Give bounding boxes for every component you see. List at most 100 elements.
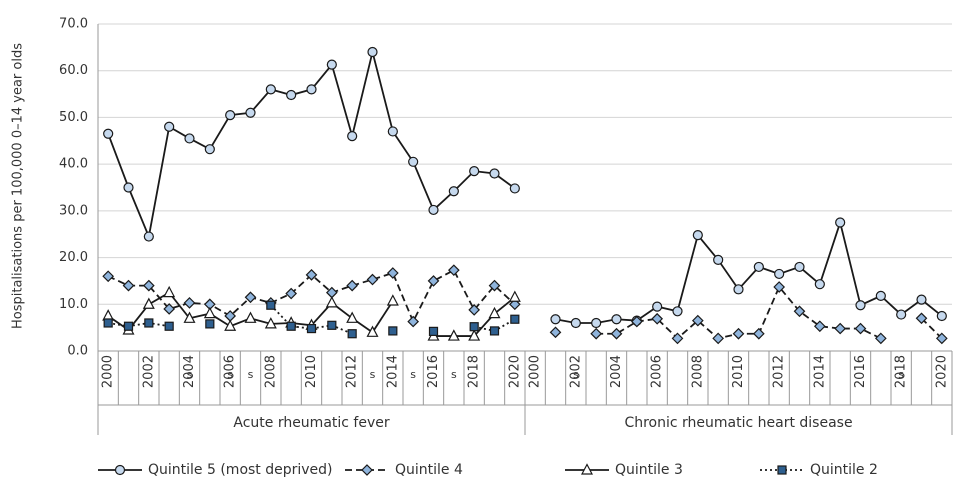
legend-label: Quintile 5 (most deprived)	[148, 462, 333, 478]
x-tick-label: 2004	[182, 355, 197, 388]
data-point	[144, 318, 154, 328]
data-point	[935, 332, 948, 345]
y-tick-label: 60.0	[59, 63, 88, 78]
data-point	[712, 332, 725, 345]
suppressed-note: s	[187, 368, 193, 381]
y-tick-label: 40.0	[59, 157, 88, 172]
data-point	[142, 279, 155, 292]
data-point	[488, 279, 501, 292]
data-point	[488, 306, 501, 319]
group-label: Chronic rheumatic heart disease	[624, 415, 852, 431]
x-tick-label: 2012	[345, 355, 360, 388]
y-axis-label: Hospitalisations per 100,000 0–14 year o…	[11, 43, 26, 329]
y-tick-label: 10.0	[59, 297, 88, 312]
data-point	[244, 311, 257, 323]
data-point	[164, 121, 175, 132]
legend-item: Quintile 2	[760, 462, 878, 478]
data-point	[549, 326, 562, 339]
data-point	[123, 321, 134, 331]
suppressed-note: s	[410, 368, 416, 381]
data-point	[286, 321, 296, 331]
x-tick-label: 2008	[690, 355, 705, 388]
data-point	[346, 311, 359, 323]
legend-marker	[114, 464, 126, 476]
data-point	[102, 270, 115, 283]
x-tick-label: 2010	[731, 355, 746, 388]
data-point	[610, 327, 623, 340]
data-point	[245, 107, 256, 118]
series-line	[107, 51, 516, 240]
data-point	[692, 230, 703, 241]
data-point	[509, 183, 520, 194]
x-tick-label: 2018	[467, 355, 482, 388]
legend-item: Quintile 4	[345, 462, 463, 478]
legend-label: Quintile 3	[615, 462, 683, 478]
data-point	[794, 261, 805, 273]
data-point	[163, 285, 176, 298]
data-point	[305, 269, 318, 281]
y-tick-label: 0.0	[67, 344, 88, 359]
data-point	[184, 133, 195, 144]
data-point	[224, 319, 237, 331]
data-point	[407, 315, 420, 328]
data-point	[489, 168, 500, 179]
data-point	[813, 320, 826, 333]
data-point	[164, 321, 174, 331]
data-point	[469, 322, 479, 332]
data-point	[468, 304, 481, 316]
data-point	[447, 329, 460, 341]
legend-marker	[581, 463, 593, 475]
data-point	[469, 166, 480, 177]
y-tick-label: 70.0	[59, 17, 88, 32]
data-point	[773, 281, 786, 293]
data-point	[327, 320, 337, 330]
x-tick-label: 2000	[101, 355, 116, 388]
data-point	[408, 156, 419, 167]
x-tick-label: 2002	[141, 355, 156, 388]
x-tick-label: 2016	[853, 355, 868, 388]
x-tick-label: 2008	[263, 355, 278, 388]
legend-marker	[361, 464, 373, 476]
x-tick-label: 2020	[507, 355, 522, 388]
data-point	[266, 300, 276, 310]
legend-label: Quintile 4	[395, 462, 463, 478]
data-point	[508, 290, 521, 302]
data-point	[264, 317, 277, 329]
data-point	[244, 291, 257, 304]
suppressed-note: s	[248, 368, 254, 381]
x-tick-label: 2020	[934, 355, 949, 388]
data-point	[652, 301, 663, 312]
data-point	[387, 126, 398, 137]
y-tick-label: 30.0	[59, 203, 88, 218]
data-point	[388, 326, 398, 336]
legend-item: Quintile 5 (most deprived)	[98, 462, 333, 478]
data-point	[347, 329, 357, 339]
data-point	[326, 59, 337, 70]
data-point	[203, 306, 216, 319]
data-point	[611, 314, 622, 325]
legend-marker	[777, 465, 787, 475]
data-point	[793, 305, 806, 318]
x-tick-label: 2016	[426, 355, 441, 388]
data-point	[489, 326, 500, 336]
legend-item: Quintile 3	[565, 462, 683, 478]
data-point	[306, 323, 317, 334]
data-point	[671, 332, 684, 345]
data-point	[835, 217, 846, 228]
y-tick-label: 20.0	[59, 250, 88, 265]
data-point	[855, 300, 866, 311]
group-label: Acute rheumatic fever	[233, 415, 390, 431]
data-point	[936, 310, 947, 322]
data-point	[325, 296, 338, 308]
data-point	[590, 327, 603, 340]
data-point	[447, 264, 460, 277]
data-point	[103, 318, 113, 328]
data-point	[122, 279, 135, 292]
data-point	[510, 314, 520, 324]
data-point	[103, 128, 114, 139]
suppressed-note: s	[898, 368, 904, 381]
data-point	[732, 327, 745, 340]
data-point	[713, 254, 724, 266]
x-tick-label: 2000	[528, 355, 543, 388]
data-point	[366, 325, 379, 337]
